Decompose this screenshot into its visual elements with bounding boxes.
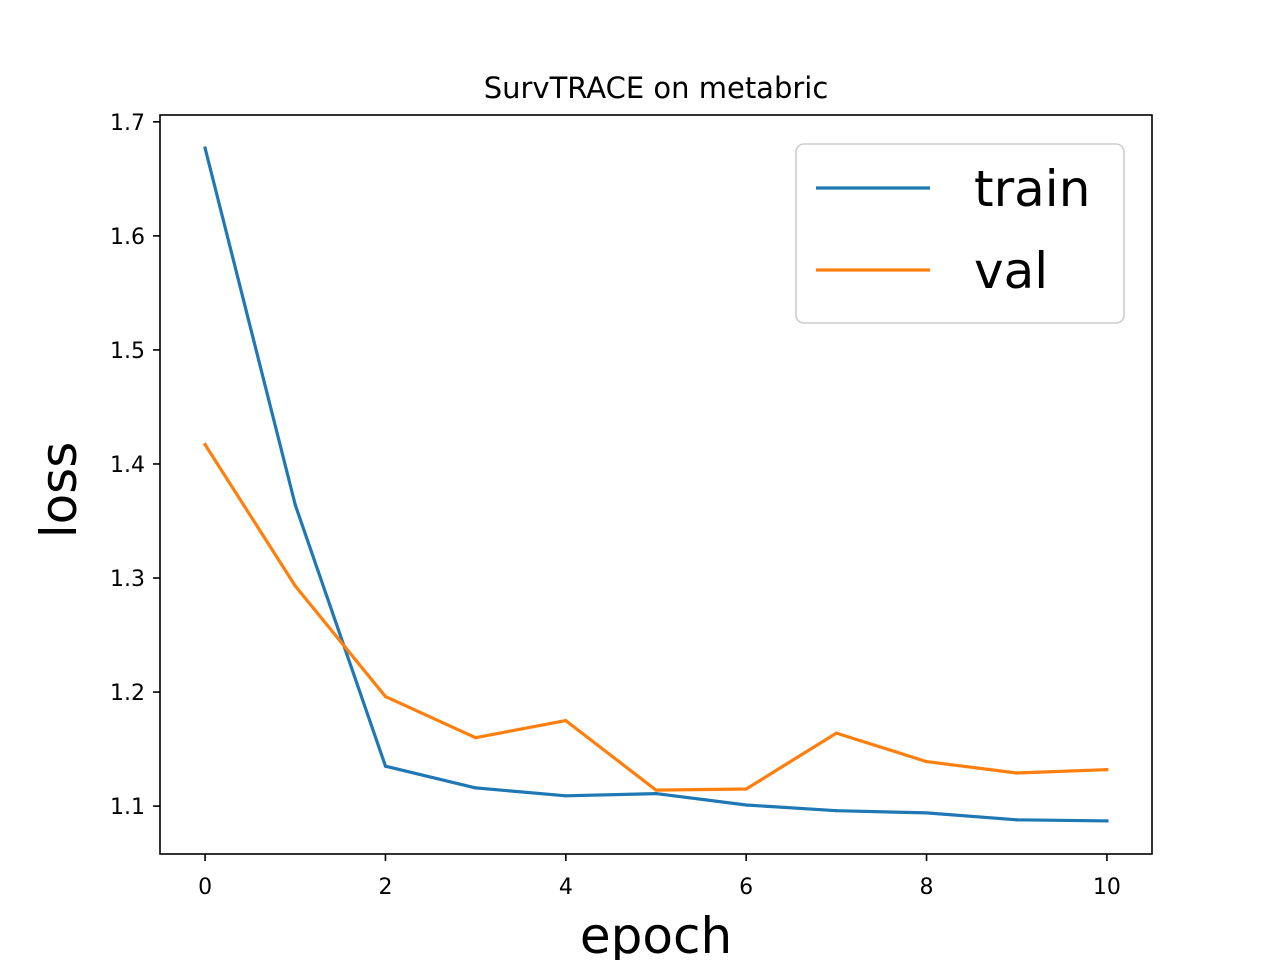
plot-area: 0 2 4 6 8 10 1.1 1.2 1.3 1.4 1.5 1.6 1.7	[110, 111, 1153, 900]
data-point-val	[654, 788, 658, 792]
x-axis: 0 2 4 6 8 10	[198, 854, 1121, 900]
data-point-val	[1015, 771, 1019, 775]
x-axis-label: epoch	[580, 907, 732, 960]
series-line-val	[202, 442, 1109, 792]
x-tick-label: 0	[198, 875, 212, 900]
data-point-val	[383, 695, 388, 699]
data-point-val	[744, 787, 748, 791]
legend-label: val	[974, 242, 1048, 300]
y-tick-label: 1.7	[110, 111, 145, 136]
data-point-val	[293, 584, 297, 588]
legend-entry-val: val	[816, 242, 1048, 300]
x-tick-label: 10	[1093, 875, 1121, 900]
data-point-train	[744, 803, 748, 807]
series-lines	[202, 146, 1109, 823]
data-point-train	[1015, 818, 1019, 822]
data-point-train	[383, 764, 388, 768]
y-tick-label: 1.4	[110, 453, 145, 478]
data-point-val	[924, 760, 929, 764]
data-point-val	[203, 443, 207, 447]
y-tick-label: 1.3	[110, 567, 145, 592]
x-tick-label: 2	[378, 875, 392, 900]
data-point-train	[564, 794, 568, 798]
axes-frame	[159, 114, 1153, 855]
data-point-val	[474, 736, 478, 740]
y-tick-label: 1.5	[110, 339, 145, 364]
data-point-val	[564, 719, 568, 723]
data-point-val	[834, 731, 839, 735]
x-tick-label: 4	[559, 875, 573, 900]
chart-title: SurvTRACE on metabric	[484, 71, 829, 105]
x-tick-label: 6	[739, 875, 753, 900]
y-tick-label: 1.1	[110, 795, 145, 820]
legend: train val	[795, 143, 1125, 324]
data-point-train	[293, 503, 297, 507]
y-axis: 1.1 1.2 1.3 1.4 1.5 1.6 1.7	[110, 111, 160, 820]
y-tick-label: 1.6	[110, 225, 145, 250]
legend-label: train	[974, 160, 1090, 218]
data-point-train	[654, 792, 658, 796]
data-point-train	[834, 809, 839, 813]
y-axis-label: loss	[30, 442, 88, 539]
data-point-train	[1105, 819, 1109, 823]
data-point-train	[203, 146, 207, 150]
data-point-val	[1105, 768, 1109, 772]
data-point-train	[474, 786, 478, 790]
x-tick-label: 8	[920, 875, 934, 900]
data-point-train	[924, 811, 929, 815]
legend-entry-train: train	[816, 160, 1090, 218]
y-tick-label: 1.2	[110, 681, 145, 706]
